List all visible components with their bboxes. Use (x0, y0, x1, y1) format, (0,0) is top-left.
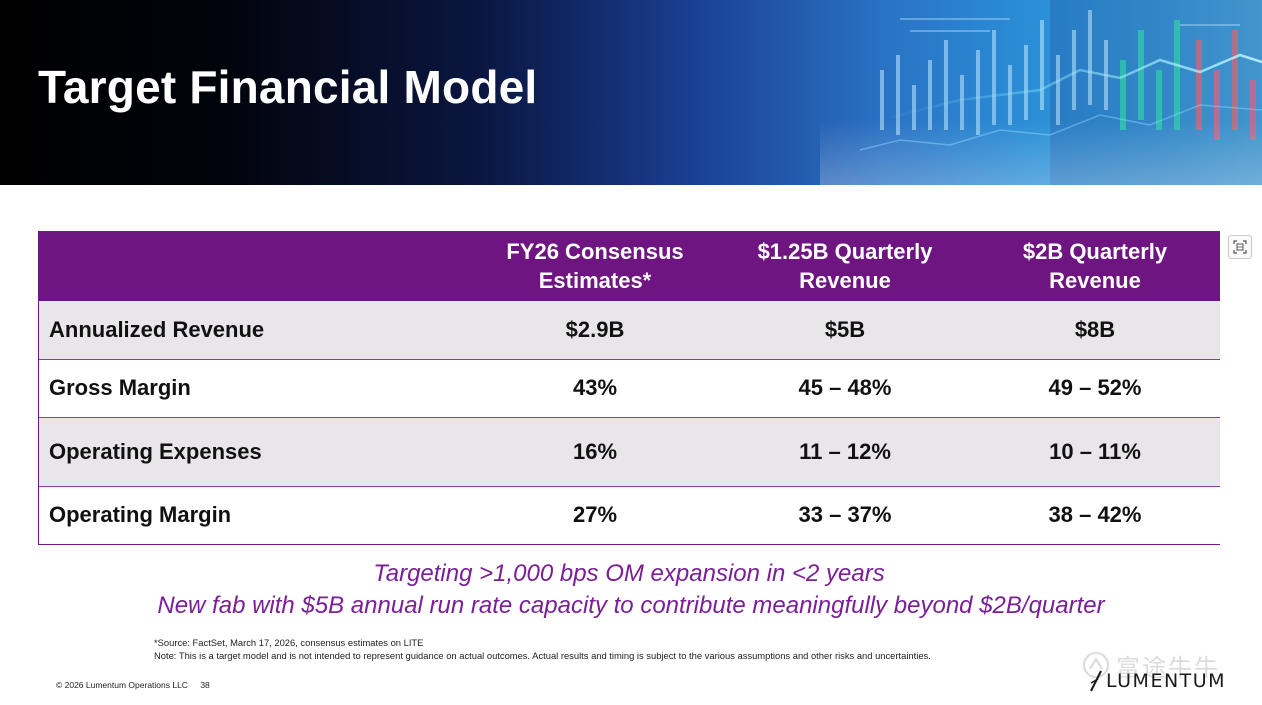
footnotes: *Source: FactSet, March 17, 2026, consen… (154, 636, 931, 662)
tagline-new-fab: New fab with $5B annual run rate capacit… (157, 592, 1105, 619)
table-cell: 43% (470, 358, 720, 417)
table-row: Annualized Revenue $2.9B $5B $8B (39, 299, 1220, 359)
disclaimer-note: Note: This is a target model and is not … (154, 650, 931, 661)
financial-model-table: FY26 Consensus Estimates* $1.25B Quarter… (38, 231, 1220, 545)
column-header-1-25b-quarterly: $1.25B Quarterly Revenue (720, 232, 970, 301)
header-line: Estimates* (538, 267, 652, 293)
column-header-fy26-consensus: FY26 Consensus Estimates* (470, 232, 720, 301)
financial-chart-background (820, 0, 1262, 185)
expand-icon-glyph (1233, 240, 1247, 254)
table-cell: $2.9B (470, 299, 720, 359)
row-label: Annualized Revenue (39, 299, 470, 359)
table-cell: 11 – 12% (720, 416, 970, 486)
expand-icon[interactable] (1228, 235, 1252, 259)
table-cell: 33 – 37% (720, 485, 970, 544)
table-row: Operating Expenses 16% 11 – 12% 10 – 11% (39, 416, 1220, 486)
title-banner: Target Financial Model (0, 0, 1262, 185)
slide-title: Target Financial Model (38, 61, 538, 113)
header-line: Revenue (1049, 267, 1141, 293)
table-cell: 27% (470, 485, 720, 544)
column-header-2b-quarterly: $2B Quarterly Revenue (970, 232, 1220, 301)
table-cell: $8B (970, 299, 1220, 359)
tagline-om-expansion: Targeting >1,000 bps OM expansion in <2 … (373, 560, 885, 587)
row-label: Operating Expenses (39, 416, 470, 486)
lumentum-slash-icon (1090, 670, 1102, 692)
watermark: 富途牛牛 (1082, 650, 1252, 682)
table-row: Gross Margin 43% 45 – 48% 49 – 52% (39, 358, 1220, 417)
table-cell: 16% (470, 416, 720, 486)
futu-logo-icon (1083, 652, 1109, 678)
row-label: Operating Margin (39, 485, 470, 544)
table-row: Operating Margin 27% 33 – 37% 38 – 42% (39, 485, 1220, 544)
table-cell: 49 – 52% (970, 358, 1220, 417)
table-cell: $5B (720, 299, 970, 359)
header-line: Revenue (799, 267, 891, 293)
logo-wordmark: LUMENTUM (1106, 670, 1227, 692)
table-cell: 38 – 42% (970, 485, 1220, 544)
page-number: 38 (200, 680, 210, 690)
table-header-row: FY26 Consensus Estimates* $1.25B Quarter… (39, 232, 1220, 301)
header-line: FY26 Consensus (506, 238, 684, 264)
slide-footer: © 2026 Lumentum Operations LLC 38 (56, 680, 210, 690)
row-label: Gross Margin (39, 358, 470, 417)
table-cell: 10 – 11% (970, 416, 1220, 486)
header-line: $1.25B Quarterly (757, 238, 933, 264)
watermark-text: 富途牛牛 (1116, 653, 1220, 682)
header-line: $2B Quarterly (1022, 238, 1168, 264)
copyright-text: © 2026 Lumentum Operations LLC (56, 680, 188, 690)
table-cell: 45 – 48% (720, 358, 970, 417)
header-empty-cell (39, 232, 470, 301)
lumentum-logo: LUMENTUM (1088, 668, 1226, 694)
source-note: *Source: FactSet, March 17, 2026, consen… (154, 637, 424, 648)
